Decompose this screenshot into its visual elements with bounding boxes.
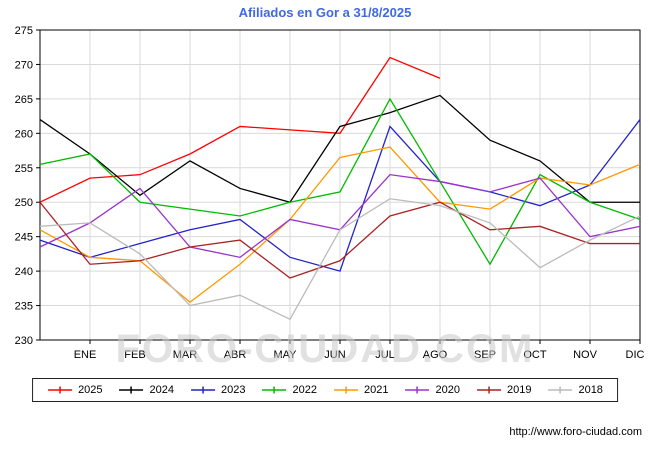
legend-label: 2024	[149, 384, 175, 396]
legend-line-sample	[48, 386, 73, 394]
y-tick-label: 240	[15, 266, 33, 278]
x-tick-label: ABR	[224, 349, 247, 361]
chart-title: Afiliados en Gor a 31/8/2025	[238, 5, 412, 20]
legend-line-sample	[334, 386, 358, 394]
grid	[40, 30, 641, 340]
series-line-2023	[39, 119, 641, 272]
y-tick-label: 235	[15, 301, 33, 313]
x-tick-label: NOV	[573, 349, 598, 361]
legend-item-2025: 2025	[47, 384, 103, 396]
x-tick-label: FEB	[124, 349, 145, 361]
plot-border	[39, 29, 641, 341]
legend-line-sample	[476, 386, 501, 394]
x-tick-label: AGO	[423, 349, 448, 361]
x-tick-label: JUN	[324, 349, 345, 361]
axes: 230 235 240 245 250 255 260 265 270 275 ENE FEB MAR A…	[15, 25, 645, 361]
series-line-2022	[39, 97, 641, 266]
line-chart: 230 235 240 245 250 255 260 265 270 275 ENE FEB MAR A…	[15, 25, 645, 361]
y-tick-label: 270	[15, 59, 33, 71]
legend-line-sample	[548, 386, 573, 394]
legend-item-2020: 2020	[404, 384, 460, 396]
legend-line-sample	[405, 386, 430, 394]
y-tick-label: 245	[15, 232, 33, 244]
y-tick-label: 260	[15, 128, 33, 140]
y-tick-label: 250	[15, 197, 33, 209]
y-tick-label: 255	[15, 163, 33, 175]
series-line-2018	[39, 198, 641, 321]
legend-item-2022: 2022	[262, 384, 317, 396]
x-tick-label: MAR	[173, 349, 198, 361]
y-tick-label: 275	[15, 25, 33, 37]
legend-item-2018: 2018	[547, 384, 603, 396]
legend-line-sample	[191, 386, 216, 394]
series-line-2019	[39, 201, 640, 279]
legend-item-2019: 2019	[476, 384, 531, 396]
legend-label: 2020	[435, 384, 460, 396]
footer-url[interactable]: http://www.foro-ciudad.com	[509, 426, 642, 438]
x-tick-label: DIC	[626, 349, 645, 361]
legend-label: 2019	[506, 384, 532, 396]
x-tick-label: ENE	[74, 349, 97, 361]
legend-label: 2023	[221, 384, 246, 396]
legend-label: 2025	[78, 384, 103, 396]
legend-item-2021: 2021	[333, 384, 388, 396]
legend-label: 2021	[364, 384, 389, 396]
series-line-2024	[39, 94, 640, 203]
y-tick-label: 230	[15, 335, 33, 347]
x-tick-label: OCT	[523, 349, 547, 361]
x-tick-label: SEP	[474, 349, 496, 361]
legend-item-2023: 2023	[190, 384, 246, 396]
chart-legend: 2025 2024 2023 2022 2021 2020 2019 2018	[32, 378, 618, 402]
series-line-2025	[39, 56, 441, 203]
x-tick-label: MAY	[273, 349, 297, 361]
legend-label: 2022	[292, 384, 317, 396]
legend-item-2024: 2024	[119, 384, 174, 396]
y-tick-label: 265	[15, 94, 33, 106]
x-tick-label: JUL	[375, 349, 395, 361]
legend-line-sample	[119, 386, 144, 394]
legend-line-sample	[262, 386, 287, 394]
legend-label: 2018	[578, 384, 603, 396]
